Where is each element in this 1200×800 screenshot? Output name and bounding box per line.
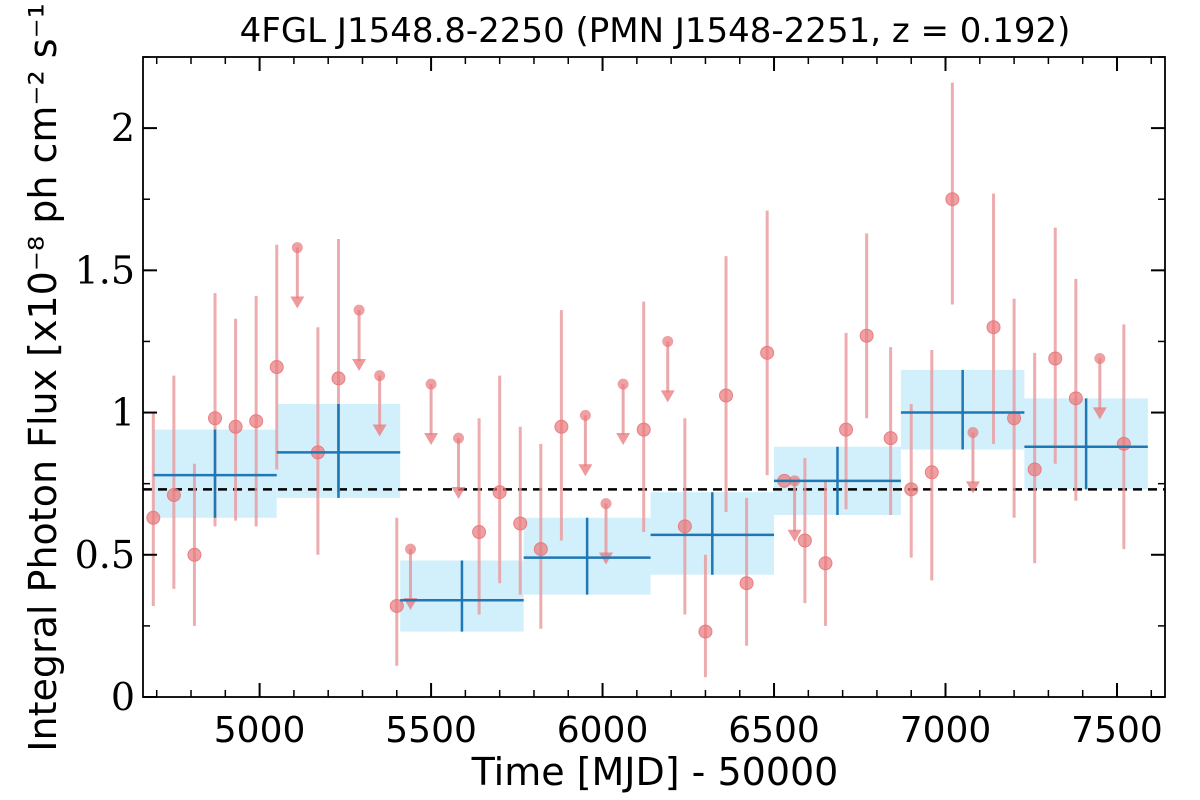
upper-limit-arrow — [965, 481, 980, 494]
data-point — [472, 525, 487, 540]
y-axis-label: Integral Photon Flux [x10⁻⁸ ph cm⁻² s⁻¹] — [21, 0, 65, 752]
data-point — [554, 419, 569, 434]
data-point — [269, 360, 284, 375]
data-point — [1048, 351, 1063, 366]
data-point — [1027, 462, 1042, 477]
y-tick-label: 1.5 — [75, 248, 135, 292]
y-tick-label: 0.5 — [75, 533, 135, 577]
y-tick-label: 1 — [111, 391, 135, 435]
data-point — [924, 465, 939, 480]
data-point — [146, 510, 161, 525]
data-point — [904, 482, 919, 497]
upper-limit-point — [1094, 353, 1106, 365]
data-point — [698, 624, 713, 639]
x-tick-label: 5000 — [214, 710, 306, 751]
x-axis-label: Time [MJD] - 50000 — [471, 750, 839, 794]
upper-limit-point — [579, 409, 591, 421]
data-point — [1068, 391, 1083, 406]
upper-limit-arrow — [1092, 407, 1107, 420]
data-point — [389, 598, 404, 613]
data-point — [533, 542, 548, 557]
upper-limit-point — [374, 370, 386, 382]
data-point — [797, 533, 812, 548]
upper-limit-arrow — [352, 359, 367, 372]
data-point — [249, 414, 264, 429]
data-point — [945, 192, 960, 207]
data-point — [331, 371, 346, 386]
y-tick-label: 2 — [111, 106, 135, 150]
data-point — [839, 422, 854, 437]
data-point — [492, 485, 507, 500]
upper-limit-arrow — [451, 487, 466, 500]
data-point — [636, 422, 651, 437]
upper-limit-arrow — [660, 390, 675, 403]
upper-limit-arrow — [290, 296, 305, 309]
plot-frame — [142, 56, 1166, 698]
plot-area: 5000 5500 6000 6500 7000 7500 0 0.5 1 1.5 2 — [75, 56, 1166, 751]
upper-limit-point — [425, 378, 437, 390]
upper-limit-arrow — [616, 433, 631, 445]
upper-limit-point — [353, 304, 365, 316]
upper-limit-arrow — [787, 529, 802, 542]
data-point — [513, 516, 528, 531]
data-point — [187, 547, 202, 562]
data-point — [986, 320, 1001, 335]
data-point — [1116, 436, 1131, 451]
data-point — [208, 411, 223, 426]
x-tick-label: 6000 — [557, 710, 649, 751]
x-tick-label: 7500 — [1071, 710, 1163, 751]
upper-limit-point — [600, 498, 612, 510]
upper-limit-point — [405, 543, 417, 555]
upper-limit-point — [617, 378, 629, 390]
x-tick-label: 5500 — [385, 710, 477, 751]
x-tick-label: 7000 — [900, 710, 992, 751]
upper-limit-arrow — [578, 464, 593, 477]
data-point — [166, 488, 181, 503]
chart-title: 4FGL J1548.8-2250 (PMN J1548-2251, z = 0… — [240, 11, 1071, 51]
upper-limit-point — [662, 335, 674, 347]
data-point — [719, 388, 734, 403]
data-point — [818, 556, 833, 571]
upper-limit-point — [291, 242, 303, 254]
data-point — [677, 519, 692, 534]
data-point — [883, 431, 898, 446]
x-tick-label: 6500 — [728, 710, 820, 751]
data-point — [228, 419, 243, 434]
upper-limit-point — [967, 426, 979, 438]
upper-limit-arrow — [372, 424, 387, 437]
data-point — [739, 576, 754, 591]
data-point — [859, 328, 874, 343]
data-point — [760, 345, 775, 360]
upper-limit-arrow — [424, 433, 439, 445]
upper-limit-point — [453, 432, 465, 444]
y-tick-label: 0 — [111, 675, 135, 719]
